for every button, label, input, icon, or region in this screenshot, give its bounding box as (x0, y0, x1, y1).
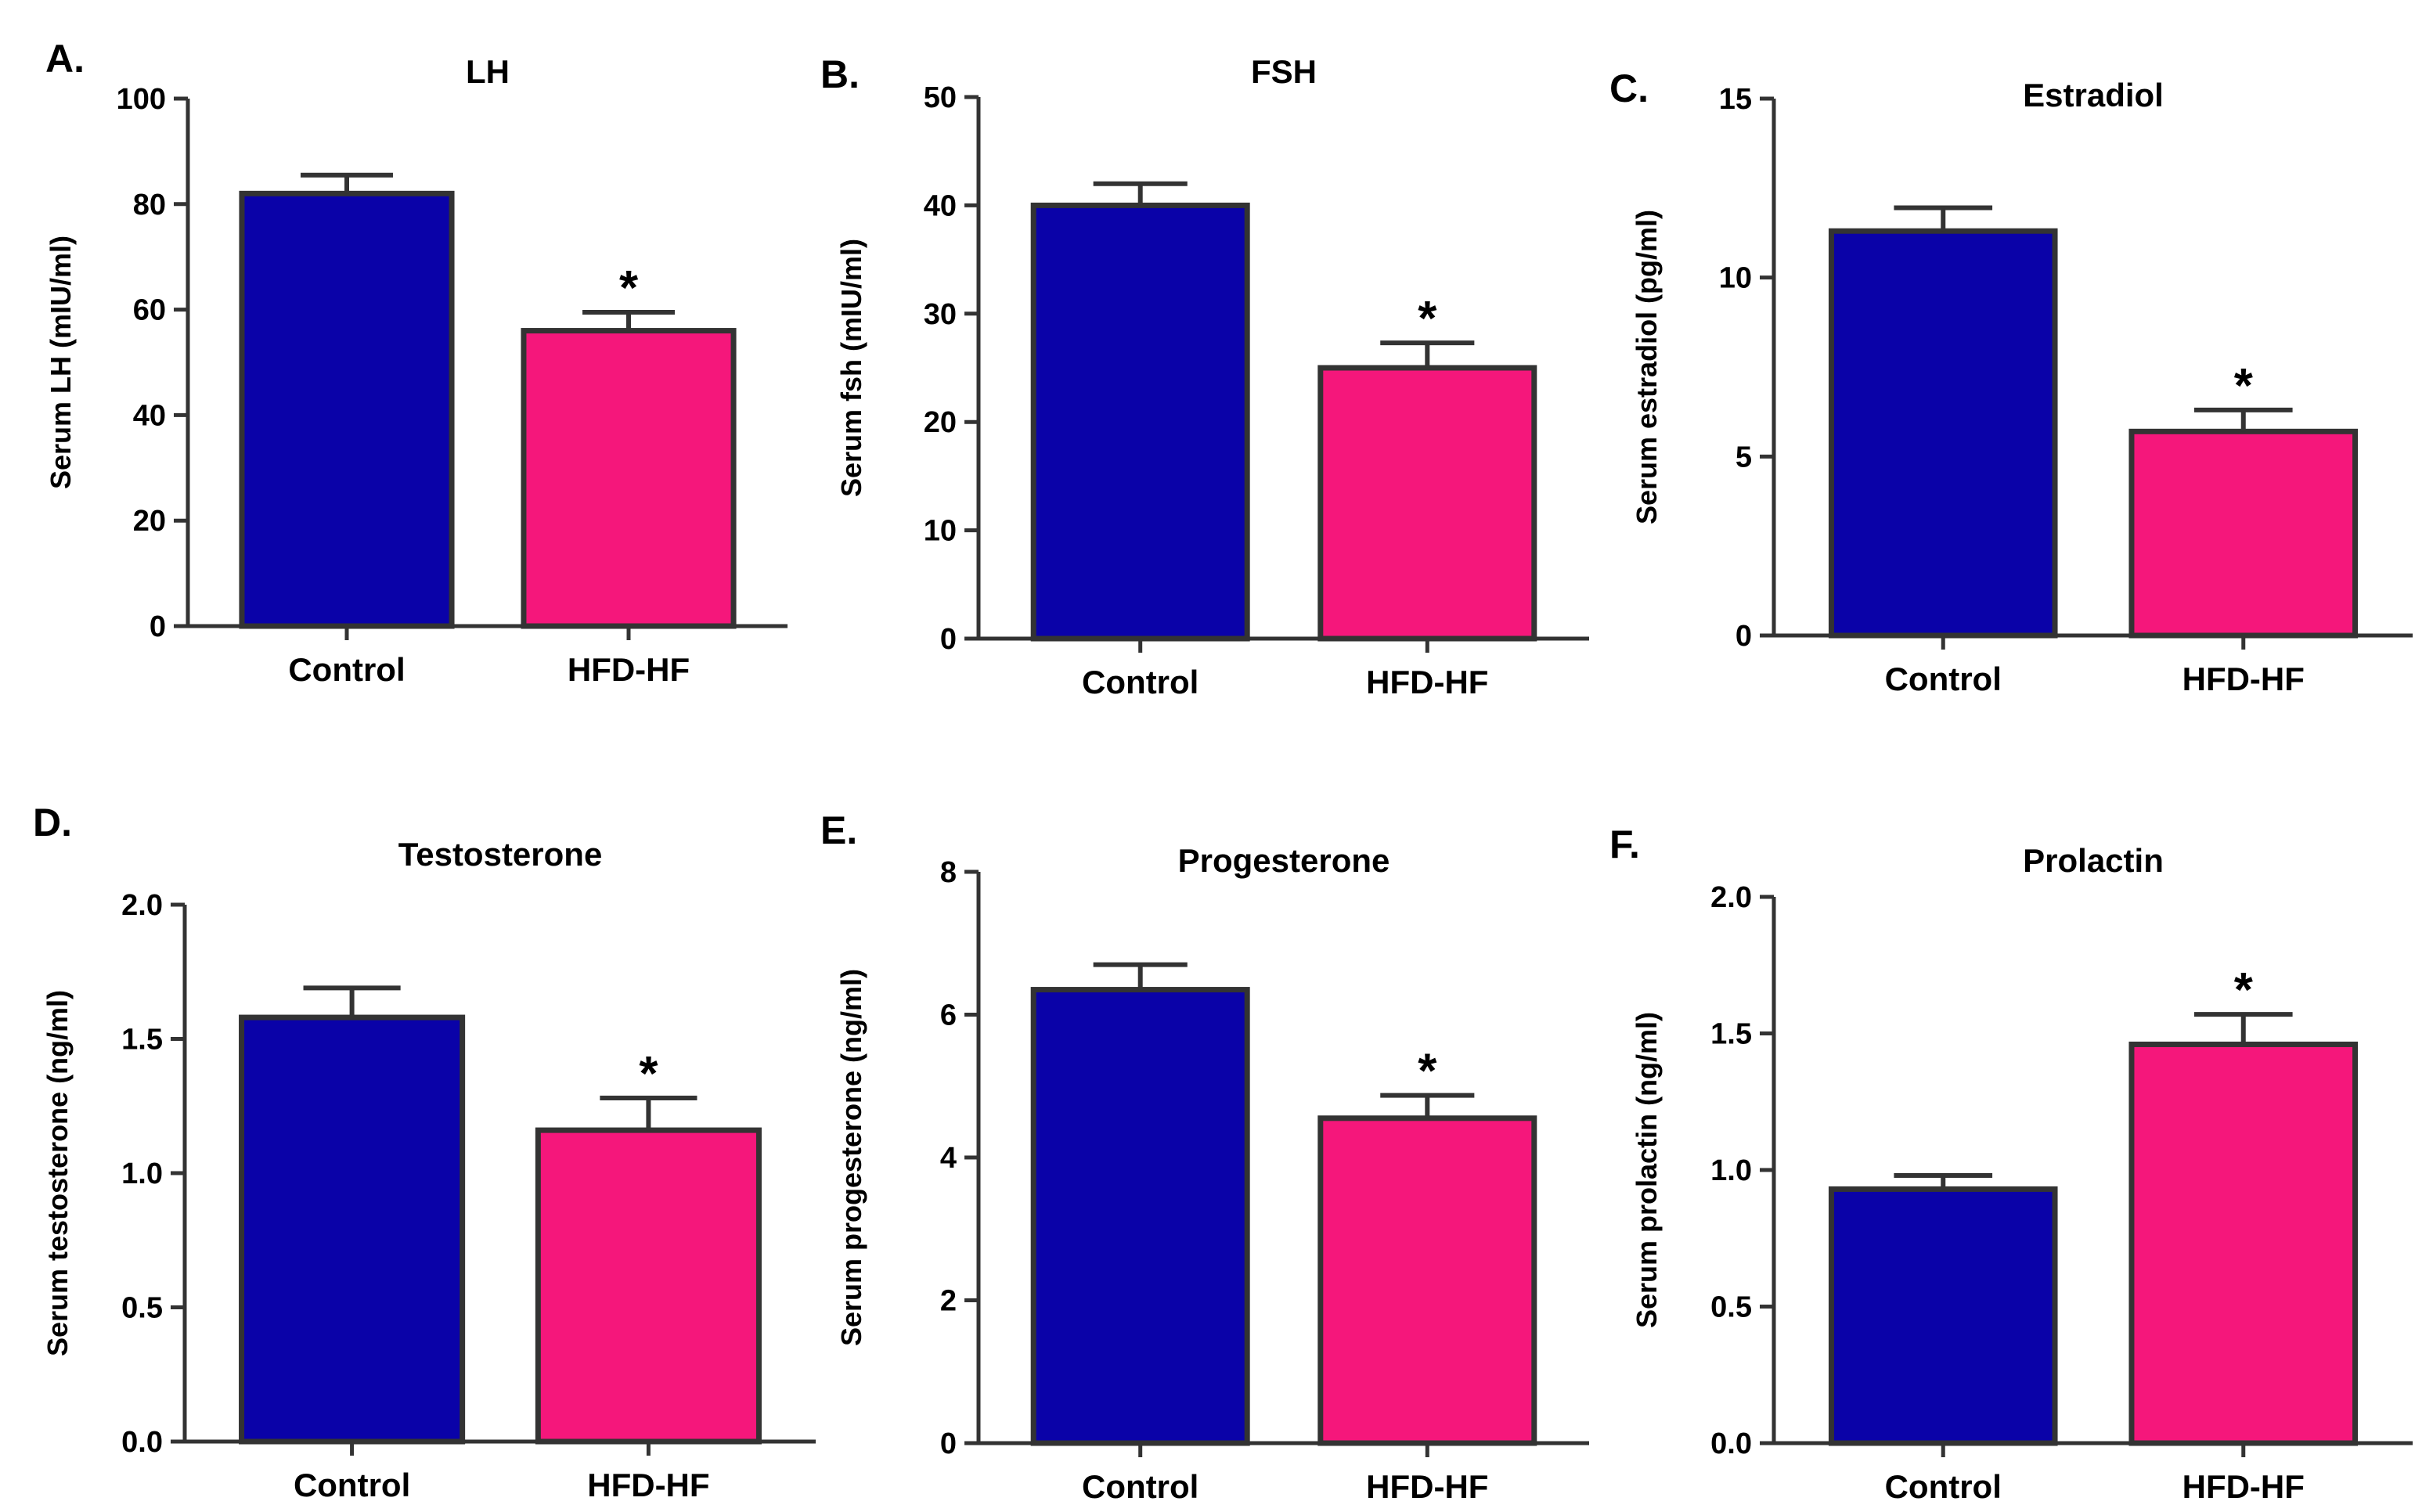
y-tick-label: 0.5 (1710, 1291, 1752, 1324)
y-axis-label: Serum fsh (mIU/ml) (835, 239, 867, 497)
y-tick-label: 10 (924, 515, 957, 548)
panel-letter: F. (1609, 823, 1640, 866)
y-axis-label: Serum LH (mIU/ml) (45, 236, 77, 489)
panel-letter: E. (820, 808, 857, 852)
chart-title: LH (466, 53, 510, 90)
significance-marker: * (619, 261, 639, 315)
y-tick-label: 60 (133, 294, 166, 327)
panel-letter: D. (33, 801, 72, 844)
y-tick-label: 4 (940, 1142, 957, 1175)
bar-control (1030, 987, 1250, 1446)
y-tick-label: 20 (133, 505, 166, 538)
y-axis-label: Serum prolactin (ng/ml) (1631, 1012, 1663, 1328)
bar-control (1030, 202, 1250, 642)
y-tick-label: 8 (940, 856, 957, 889)
chart-panel-6: F. Prolactin Serum prolactin (ng/ml) 0.0 0.5… (1609, 823, 2413, 1505)
panel-letter: B. (820, 52, 860, 96)
y-axis-label: Serum progesterone (ng/ml) (835, 969, 867, 1346)
y-tick-label: 0 (1736, 620, 1752, 653)
chart-title: FSH (1251, 53, 1317, 90)
x-tick-label: Control (288, 651, 405, 688)
y-axis-label: Serum estradiol (pg/ml) (1631, 210, 1663, 524)
bar-control (1828, 1186, 2058, 1446)
x-tick-label: Control (1885, 661, 2002, 697)
y-tick-label: 80 (133, 189, 166, 221)
y-tick-label: 30 (924, 298, 957, 331)
chart-title: Testosterone (398, 836, 603, 873)
significance-marker: * (1418, 292, 1437, 346)
chart-title: Prolactin (2023, 842, 2164, 879)
bar-hfd-hf (521, 328, 737, 629)
y-tick-label: 0 (940, 1427, 957, 1460)
bar-control (239, 190, 455, 629)
y-tick-label: 40 (133, 399, 166, 432)
x-tick-label: Control (1082, 1468, 1198, 1505)
chart-panel-5: E. Progesterone Serum progesterone (ng/ml)… (820, 808, 1589, 1505)
y-tick-label: 2.0 (1710, 881, 1752, 914)
y-tick-label: 0 (940, 623, 957, 656)
y-tick-label: 40 (924, 189, 957, 222)
y-tick-label: 1.0 (121, 1157, 163, 1190)
x-tick-label: HFD-HF (1366, 1468, 1488, 1505)
y-tick-label: 10 (1719, 262, 1752, 295)
y-tick-label: 1.5 (121, 1024, 163, 1057)
y-tick-label: 0 (150, 610, 166, 643)
x-tick-label: HFD-HF (2182, 661, 2305, 697)
y-axis-label: Serum testosterone (ng/ml) (41, 990, 74, 1356)
bar-control (1828, 228, 2058, 639)
significance-marker: * (2234, 963, 2254, 1017)
y-tick-label: 0.5 (121, 1292, 163, 1325)
x-tick-label: Control (1885, 1468, 2002, 1505)
bar-hfd-hf (1317, 1115, 1537, 1446)
bar-hfd-hf (2128, 1041, 2359, 1446)
y-tick-label: 6 (940, 999, 957, 1032)
panel-letter: A. (45, 37, 85, 81)
y-tick-label: 2 (940, 1285, 957, 1318)
panel-letter: C. (1609, 67, 1649, 110)
y-tick-label: 2.0 (121, 889, 163, 922)
y-tick-label: 1.5 (1710, 1018, 1752, 1051)
bar-hfd-hf (535, 1127, 762, 1445)
y-tick-label: 1.0 (1710, 1154, 1752, 1187)
chart-panel-2: B. FSH Serum fsh (mIU/ml) 0 10 20 30 40 50 Contro… (820, 52, 1589, 700)
y-tick-label: 0.0 (121, 1426, 163, 1459)
significance-marker: * (2234, 359, 2254, 413)
x-tick-label: HFD-HF (2182, 1468, 2305, 1505)
y-tick-label: 15 (1719, 83, 1752, 116)
y-tick-label: 50 (924, 81, 957, 114)
significance-marker: * (1418, 1045, 1437, 1099)
chart-panel-4: D. Testosterone Serum testosterone (ng/ml)… (33, 801, 816, 1503)
x-tick-label: Control (294, 1467, 410, 1503)
x-tick-label: HFD-HF (587, 1467, 709, 1503)
y-tick-label: 5 (1736, 441, 1752, 473)
chart-title: Progesterone (1178, 842, 1390, 879)
bar-hfd-hf (1317, 365, 1537, 642)
chart-title: Estradiol (2023, 77, 2164, 113)
y-tick-label: 20 (924, 406, 957, 439)
x-tick-label: HFD-HF (568, 651, 690, 688)
chart-panel-1: A. LH Serum LH (mIU/ml) 0 20 40 60 80 100 Control… (45, 37, 788, 688)
bar-hfd-hf (2128, 428, 2359, 639)
chart-panel-3: C. Estradiol Serum estradiol (pg/ml) 0 5 10 15… (1609, 67, 2413, 697)
x-tick-label: Control (1082, 664, 1198, 700)
x-tick-label: HFD-HF (1366, 664, 1488, 700)
y-tick-label: 100 (117, 83, 166, 116)
y-tick-label: 0.0 (1710, 1427, 1752, 1460)
bar-control (239, 1014, 466, 1445)
significance-marker: * (639, 1047, 658, 1101)
